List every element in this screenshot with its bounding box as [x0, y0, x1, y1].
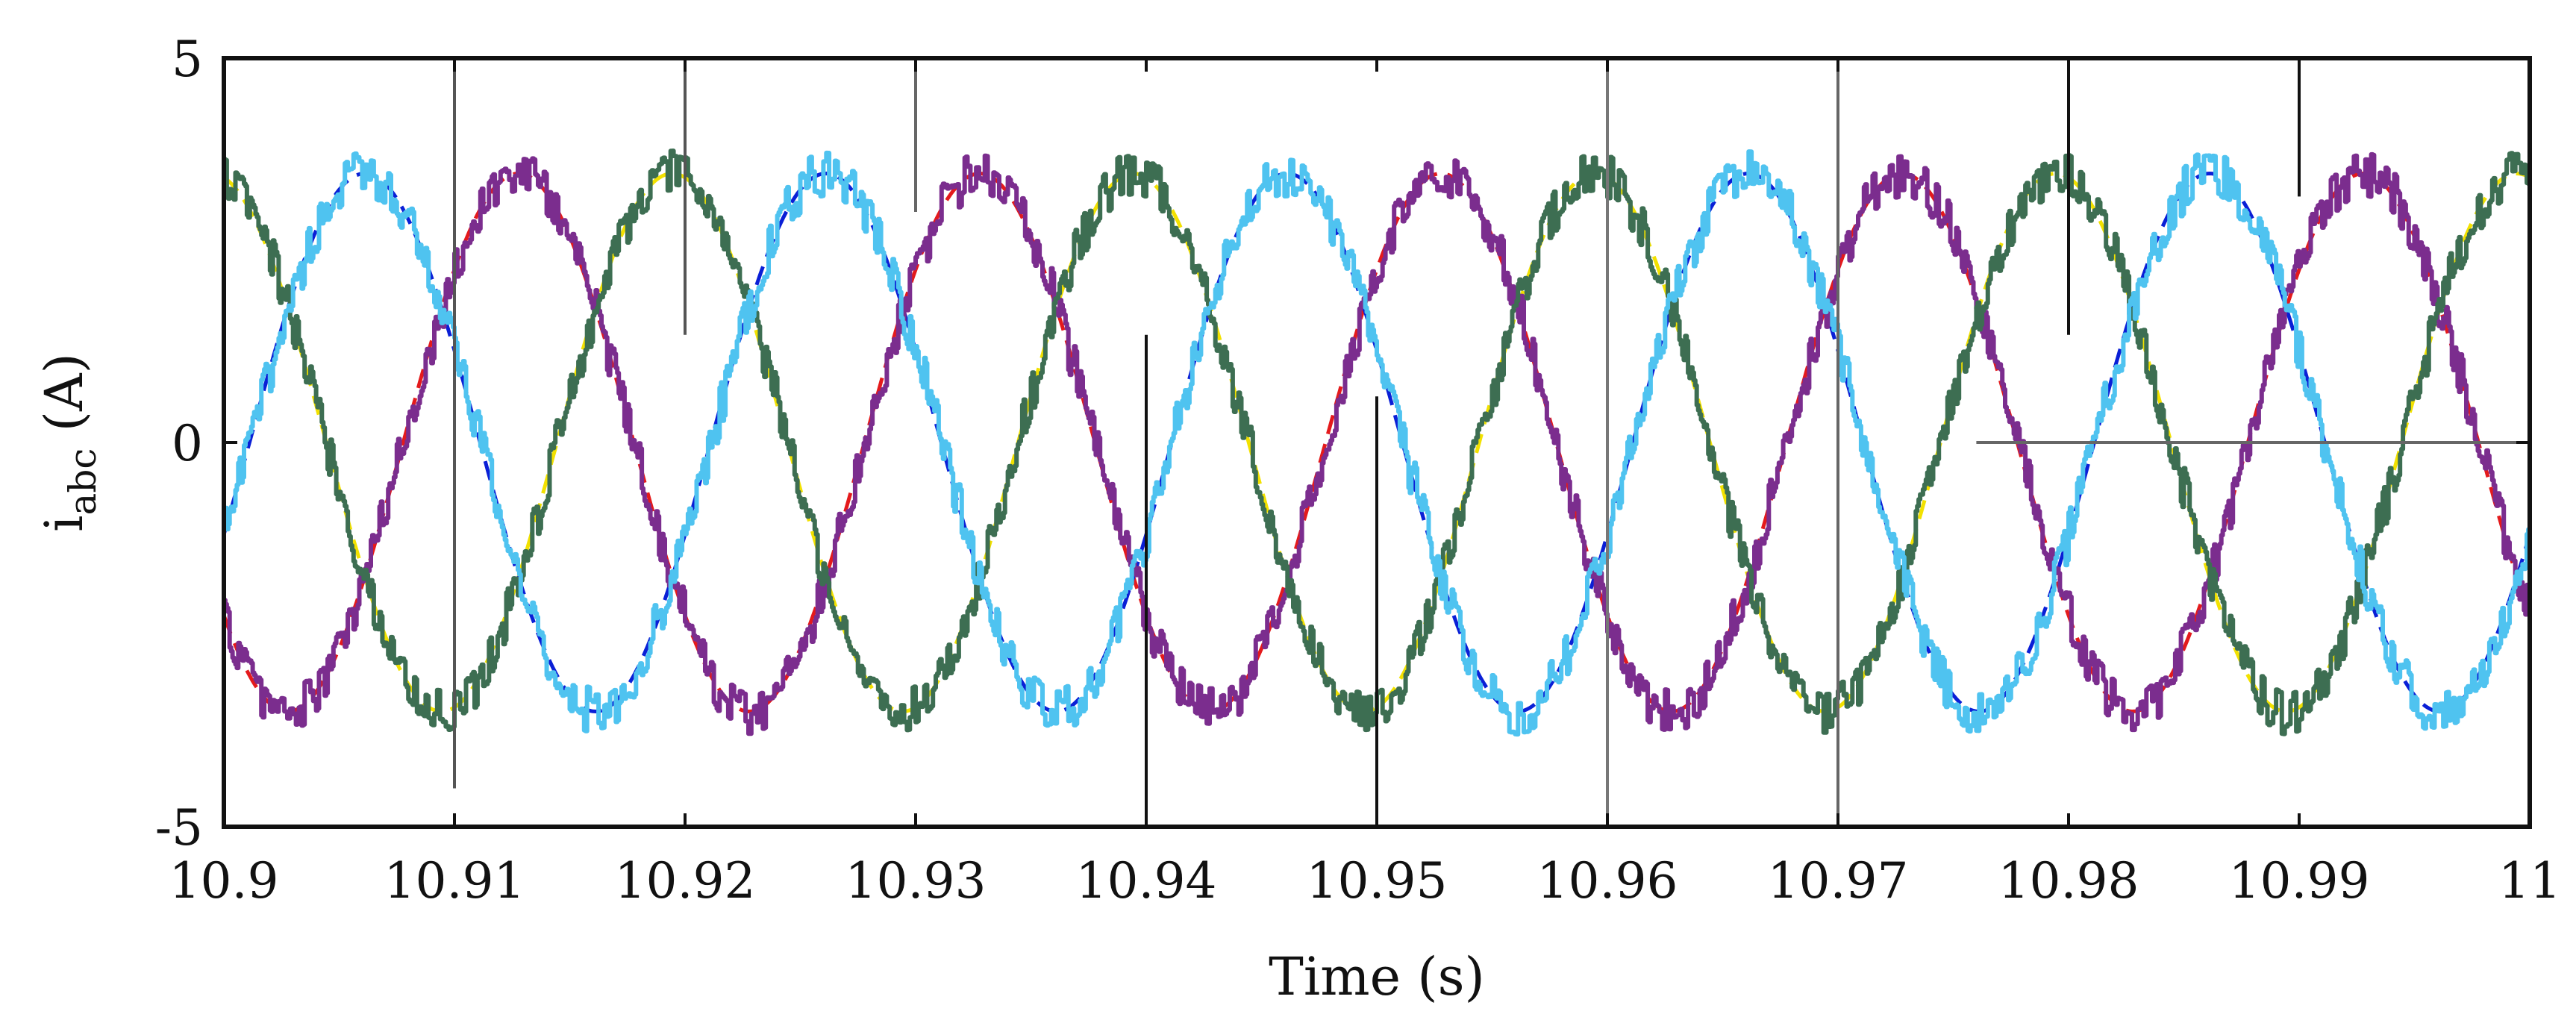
y-axis-title-spacer [34, 431, 95, 448]
y-axis-title-main: i [34, 515, 95, 531]
x-tick-label: 10.96 [1537, 852, 1678, 910]
y-tick-label: 0 [172, 415, 203, 472]
marker-layer [453, 58, 2530, 827]
y-axis-title-subscript: abc [61, 448, 104, 516]
x-tick-labels: 10.9 10.91 10.92 10.93 10.94 10.95 10.96 10.97 1… [169, 852, 2561, 910]
x-tick-label: 10.97 [1768, 852, 1909, 910]
y-axis-title: iabc (A) [34, 353, 104, 532]
x-tick-label: 10.94 [1076, 852, 1217, 910]
y-tick-label: -5 [155, 799, 203, 857]
tick-layer [222, 57, 2531, 828]
y-tick-labels: -5 0 5 [155, 31, 203, 857]
x-tick-label: 10.93 [845, 852, 987, 910]
series-phase-c-reference [224, 172, 2530, 713]
x-tick-label: 10.98 [1998, 852, 2139, 910]
y-axis-title-unit: (A) [34, 353, 95, 431]
x-tick-label: 10.99 [2229, 852, 2370, 910]
x-tick-label: 10.9 [169, 852, 279, 910]
x-tick-label: 11 [2498, 852, 2561, 910]
x-axis-title: Time (s) [1269, 946, 1485, 1007]
y-tick-label: 5 [172, 31, 203, 88]
series-phase-c-measured [224, 149, 2530, 737]
series-phase-a-measured [224, 151, 2530, 736]
x-tick-label: 10.95 [1307, 852, 1448, 910]
x-tick-label: 10.92 [615, 852, 756, 910]
x-tick-label: 10.91 [384, 852, 525, 910]
